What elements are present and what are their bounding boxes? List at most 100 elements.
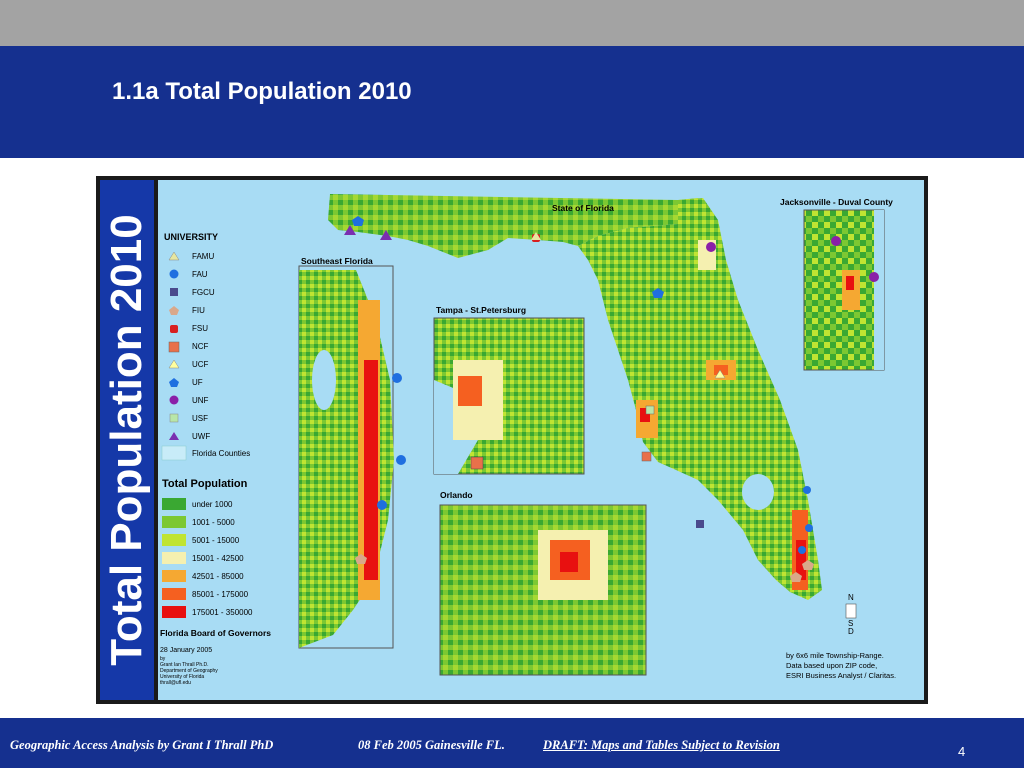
legend-item-fsu: FSU — [170, 324, 208, 333]
jacksonville-core — [846, 276, 854, 290]
page-number: 4 — [958, 744, 966, 759]
legend-item-fgcu: FGCU — [170, 288, 215, 297]
unf-marker-jax-1 — [831, 236, 841, 246]
svg-text:FAMU: FAMU — [192, 252, 214, 261]
fgcu-marker — [696, 520, 704, 528]
footer-date-place: 08 Feb 2005 Gainesville FL. — [358, 738, 505, 752]
legend-item-florida-counties: Florida Counties — [161, 445, 250, 461]
slide-title: 1.1a Total Population 2010 — [112, 78, 412, 105]
svg-text:UNF: UNF — [192, 396, 209, 405]
unf-marker-jax-2 — [869, 272, 879, 282]
legend-item-85001-175000: 85001 - 175000 — [162, 588, 249, 600]
note-line-3: ESRI Business Analyst / Claritas. — [786, 671, 896, 680]
legend-item-fiu: FIU — [169, 306, 205, 315]
map-title-sidebar: Total Population 2010 — [100, 180, 154, 700]
label-southeast-florida: Southeast Florida — [301, 256, 373, 266]
slide-header — [0, 46, 1024, 158]
svg-text:1001 - 5000: 1001 - 5000 — [192, 518, 235, 527]
legend-item-ncf: NCF — [168, 341, 209, 353]
svg-text:175001 - 350000: 175001 - 350000 — [192, 608, 253, 617]
university-legend: UNIVERSITY FAMU FAU FGCU FIU FSU — [161, 232, 250, 461]
note-line-2: Data based upon ZIP code, — [786, 661, 877, 670]
source-org: Florida Board of Governors — [160, 628, 271, 638]
svg-text:Florida Counties: Florida Counties — [192, 449, 250, 458]
legend-item-famu: FAMU — [168, 251, 214, 261]
uf-marker-panhandle — [352, 216, 364, 226]
svg-text:USF: USF — [192, 414, 208, 423]
urban-core-orlando — [714, 365, 728, 375]
legend-item-uf: UF — [169, 378, 203, 387]
legend-item-175001-350000: 175001 - 350000 — [162, 606, 253, 618]
lake-okeechobee — [742, 474, 774, 510]
top-gray-bar — [0, 0, 1024, 46]
footer-draft-notice: DRAFT: Maps and Tables Subject to Revisi… — [543, 738, 780, 752]
southeast-core — [364, 360, 378, 580]
orlando-center — [560, 552, 578, 572]
label-state-of-florida: State of Florida — [552, 203, 614, 213]
legend-item-1001-5000: 1001 - 5000 — [162, 516, 235, 528]
urban-core-tampa — [640, 408, 650, 422]
map-frame: Total Population 2010 — [96, 176, 928, 704]
fau-marker-se-1 — [392, 373, 402, 383]
florida-population-map: UNIVERSITY FAMU FAU FGCU FIU FSU — [158, 180, 924, 700]
legend-item-under-1000: under 1000 — [162, 498, 233, 510]
urban-core-southeast — [796, 540, 806, 580]
fau-marker-3 — [798, 546, 806, 554]
famu-marker — [531, 232, 541, 240]
svg-text:5001 - 15000: 5001 - 15000 — [192, 536, 240, 545]
fau-marker-se-2 — [396, 455, 406, 465]
slide-footer: Geographic Access Analysis by Grant I Th… — [0, 718, 1024, 768]
fiu-marker — [790, 572, 802, 582]
svg-text:42501 - 85000: 42501 - 85000 — [192, 572, 244, 581]
svg-text:S: S — [848, 619, 853, 628]
legend-item-42501-85000: 42501 - 85000 — [162, 570, 244, 582]
svg-text:D: D — [848, 627, 854, 636]
svg-text:UF: UF — [192, 378, 203, 387]
ucf-marker — [714, 369, 726, 379]
jacksonville-water — [874, 210, 884, 370]
footer-author: Geographic Access Analysis by Grant I Th… — [10, 738, 274, 752]
north-arrow-icon: N S D — [845, 593, 857, 636]
legend-item-usf: USF — [169, 413, 208, 423]
svg-text:FSU: FSU — [192, 324, 208, 333]
svg-text:FGCU: FGCU — [192, 288, 215, 297]
population-legend: Total Population under 1000 1001 - 5000 … — [162, 478, 253, 618]
label-tampa: Tampa - St.Petersburg — [436, 305, 526, 315]
svg-text:N: N — [848, 593, 854, 602]
note-line-1: by 6x6 mile Township-Range. — [786, 651, 884, 660]
legend-item-5001-15000: 5001 - 15000 — [162, 534, 240, 546]
fau-marker-se-3 — [377, 500, 387, 510]
florida-panhandle — [328, 194, 706, 258]
legend-item-15001-42500: 15001 - 42500 — [162, 552, 244, 564]
svg-text:FAU: FAU — [192, 270, 208, 279]
credit-line-2: Grant Ian Thrall Ph.D. — [160, 662, 209, 668]
uf-marker — [652, 288, 664, 298]
credit-line-1: by — [160, 656, 166, 662]
ncf-marker-tampa — [470, 456, 484, 470]
credit-line-3: Department of Geography — [160, 668, 218, 674]
fiu-marker-se — [355, 554, 367, 564]
vertical-map-title: Total Population 2010 — [102, 214, 151, 666]
unf-marker — [706, 242, 716, 252]
fau-marker-1 — [803, 486, 811, 494]
tampa-core — [458, 376, 482, 406]
svg-text:FIU: FIU — [192, 306, 205, 315]
credit-line-5: thrall@ufl.edu — [160, 680, 191, 686]
usf-marker — [645, 405, 655, 415]
uwf-marker — [344, 225, 356, 235]
svg-text:under 1000: under 1000 — [192, 500, 233, 509]
uwf-marker-2 — [380, 230, 392, 240]
legend-item-fau: FAU — [169, 269, 208, 279]
southeast-lake — [312, 350, 336, 410]
credit-line-4: University of Florida — [160, 674, 204, 680]
legend-item-ucf: UCF — [168, 359, 209, 369]
svg-text:85001 - 175000: 85001 - 175000 — [192, 590, 249, 599]
university-legend-title: UNIVERSITY — [164, 232, 218, 242]
fiu-marker-2 — [802, 560, 814, 570]
svg-text:NCF: NCF — [192, 342, 209, 351]
svg-text:UWF: UWF — [192, 432, 210, 441]
legend-item-uwf: UWF — [169, 432, 210, 441]
legend-item-unf: UNF — [169, 395, 209, 405]
ncf-marker — [641, 451, 652, 462]
label-jacksonville: Jacksonville - Duval County — [780, 197, 893, 207]
